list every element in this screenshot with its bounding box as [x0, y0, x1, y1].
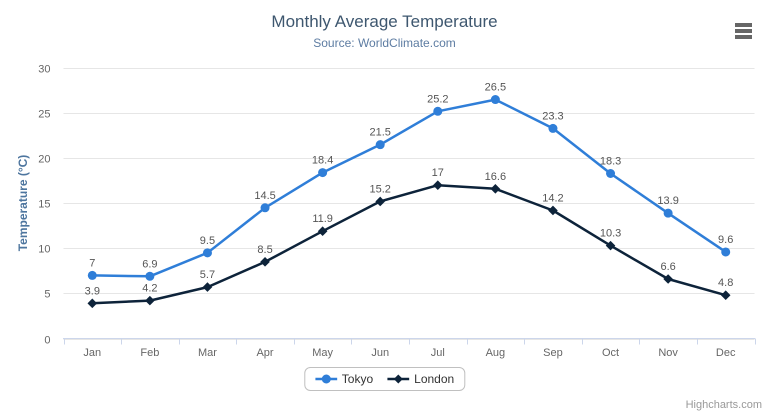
data-label: 25.2 — [427, 93, 448, 105]
data-label: 10.3 — [600, 228, 621, 240]
data-label: 4.8 — [718, 277, 733, 289]
legend-item-london[interactable]: London — [387, 372, 454, 386]
credits-link[interactable]: Highcharts.com — [685, 399, 762, 411]
point-london-apr[interactable] — [260, 257, 270, 267]
data-label: 26.5 — [485, 82, 506, 94]
legend-label: London — [414, 372, 455, 386]
data-label: 18.4 — [312, 155, 333, 167]
data-label: 9.6 — [718, 234, 733, 246]
point-london-dec[interactable] — [720, 290, 731, 301]
data-label: 14.5 — [254, 190, 275, 202]
data-label: 21.5 — [369, 127, 390, 139]
series-line-tokyo — [91, 98, 727, 278]
point-tokyo-mar[interactable] — [202, 248, 212, 258]
hamburger-menu-icon — [735, 35, 752, 39]
x-axis-label: Jan — [83, 347, 101, 359]
x-axis-label: Apr — [256, 347, 273, 359]
legend: Tokyo London — [303, 367, 466, 391]
point-tokyo-jan[interactable] — [87, 270, 97, 280]
chart-subtitle: Source: WorldClimate.com — [313, 36, 456, 50]
x-axis-label: Feb — [140, 347, 159, 359]
y-axis-title: Temperature (°C) — [16, 155, 30, 252]
point-london-feb[interactable] — [145, 295, 155, 306]
x-axis-label: Nov — [658, 347, 678, 359]
data-label: 9.5 — [200, 235, 215, 247]
y-axis-label: 30 — [38, 64, 50, 76]
point-london-jun[interactable] — [375, 196, 386, 207]
point-london-oct[interactable] — [605, 240, 616, 251]
point-tokyo-feb[interactable] — [145, 271, 155, 281]
x-axis-label: Jul — [431, 347, 445, 359]
y-axis-label: 15 — [38, 199, 50, 211]
point-london-may[interactable] — [317, 226, 328, 237]
point-tokyo-may[interactable] — [318, 168, 328, 178]
point-tokyo-sep[interactable] — [548, 123, 558, 133]
data-label: 8.5 — [257, 244, 272, 256]
legend-marker-diamond-icon — [387, 374, 410, 384]
x-axis-label: May — [312, 347, 333, 359]
y-axis-label: 25 — [38, 109, 50, 121]
point-london-nov[interactable] — [663, 274, 673, 284]
hamburger-menu-icon — [735, 23, 752, 27]
point-tokyo-jul[interactable] — [433, 106, 443, 116]
point-tokyo-aug[interactable] — [490, 95, 500, 105]
y-axis-label: 5 — [44, 289, 50, 301]
data-label: 5.7 — [200, 269, 215, 281]
data-label: 15.2 — [369, 183, 390, 195]
data-label: 4.2 — [142, 283, 157, 295]
point-london-aug[interactable] — [490, 184, 501, 194]
legend-item-tokyo[interactable]: Tokyo — [314, 372, 374, 386]
legend-label: Tokyo — [341, 372, 374, 386]
point-tokyo-jun[interactable] — [375, 140, 385, 150]
y-axis-label: 10 — [38, 244, 50, 256]
data-label: 18.3 — [600, 155, 621, 167]
data-label: 11.9 — [312, 213, 333, 225]
data-label: 16.6 — [485, 171, 506, 183]
x-axis-label: Aug — [486, 347, 506, 359]
data-label: 14.2 — [542, 192, 563, 204]
point-tokyo-nov[interactable] — [663, 208, 673, 218]
data-label: 13.9 — [657, 195, 678, 207]
point-tokyo-apr[interactable] — [260, 203, 270, 213]
point-london-sep[interactable] — [548, 205, 558, 216]
data-label: 23.3 — [542, 110, 563, 122]
chart-title: Monthly Average Temperature — [271, 12, 498, 31]
hamburger-menu-icon — [735, 29, 752, 33]
data-label: 17 — [432, 167, 444, 179]
x-axis-label: Jun — [371, 347, 389, 359]
x-axis-label: Mar — [198, 347, 217, 359]
data-label: 7 — [89, 257, 95, 269]
y-axis-label: 20 — [38, 154, 50, 166]
legend-marker-circle-icon — [314, 374, 337, 384]
x-axis-label: Sep — [543, 347, 563, 359]
point-tokyo-oct[interactable] — [606, 168, 616, 178]
point-london-jan[interactable] — [87, 298, 98, 309]
data-label: 3.9 — [85, 285, 100, 297]
point-tokyo-dec[interactable] — [721, 247, 731, 257]
data-label: 6.6 — [660, 261, 675, 273]
point-london-mar[interactable] — [202, 282, 213, 292]
x-axis-label: Oct — [602, 347, 619, 359]
data-label: 6.9 — [142, 258, 157, 270]
series-line-london — [91, 183, 727, 305]
context-menu-button[interactable] — [733, 21, 754, 41]
y-axis-label: 0 — [44, 335, 50, 347]
point-london-jul[interactable] — [432, 180, 443, 191]
x-axis-label: Dec — [716, 347, 736, 359]
